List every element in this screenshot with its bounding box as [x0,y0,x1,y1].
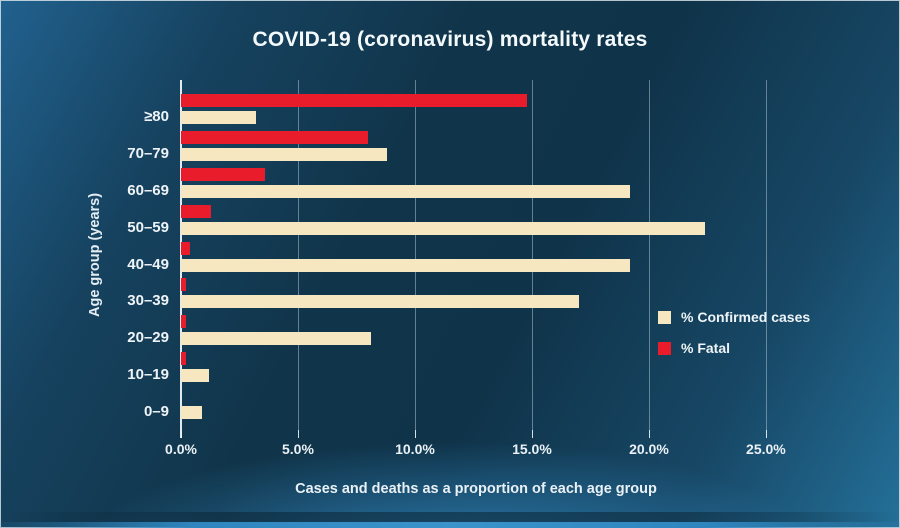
category-label: ≥80 [144,108,169,125]
legend: % Confirmed cases % Fatal [658,309,810,356]
plot-area: 0.0% 5.0% 10.0% 15.0% 20.0% 25.0% ≥80 70–79 60–6… [127,80,801,457]
bar-row: 0–9 [144,389,801,419]
x-tick-label: 10.0% [395,441,435,457]
x-axis-title: Cases and deaths as a proportion of each… [295,481,657,497]
x-tick-label: 15.0% [512,441,552,457]
category-label: 10–19 [127,366,169,384]
confirmed-bar [181,369,210,383]
category-label: 70–79 [127,144,169,162]
x-gridline [648,80,650,430]
x-gridline [765,80,767,430]
confirmed-bar [181,406,203,419]
x-tick [414,430,416,438]
category-label: 40–49 [127,255,169,273]
x-gridline [414,80,416,430]
bottom-accent-bar [0,522,900,528]
fatal-bar [181,130,369,144]
x-tick-label: 25.0% [746,441,786,457]
bar-row: 70–79 [127,130,801,161]
category-label: 60–69 [127,181,169,199]
legend-label: % Fatal [681,340,731,356]
bar-row: ≥80 [144,94,801,124]
bar-row: 10–19 [127,352,801,383]
confirmed-bar [181,295,579,309]
category-label: 20–29 [127,329,169,347]
confirmed-bar [181,221,706,235]
fatal-bar [181,352,186,366]
fatal-bar [181,94,528,107]
confirmed-bar [181,332,371,346]
fatal-bar [181,167,266,181]
category-label: 0–9 [143,403,169,420]
chart-title: COVID-19 (coronavirus) mortality rates [252,28,648,51]
x-tick-label: 0.0% [165,441,197,457]
category-label: 30–39 [127,292,169,310]
bar-row: 50–59 [127,204,801,235]
bottom-shade [0,512,900,522]
confirmed-bar [181,258,631,272]
x-tick-label: 20.0% [629,441,669,457]
x-tick-label: 5.0% [282,441,314,457]
bar-row: 20–29 [127,315,801,346]
x-gridline [531,80,533,430]
x-gridline [297,80,299,430]
x-tick [297,430,299,438]
fatal-bar [181,315,186,329]
fatal-bar [181,241,191,255]
legend-item: % Confirmed cases [658,309,810,325]
legend-label: % Confirmed cases [681,309,811,325]
x-tick [648,430,650,438]
fatal-bar [181,278,186,292]
confirmed-bar [181,147,387,161]
y-axis-title: Age group (years) [87,192,103,318]
x-tick [765,430,767,438]
confirmed-bar [181,184,631,198]
bar-row: 40–49 [127,241,801,272]
bar-row: 30–39 [127,278,801,309]
confirmed-bar [181,111,256,124]
legend-swatch [658,341,671,355]
x-tick [531,430,533,438]
category-label: 50–59 [127,218,169,236]
legend-swatch [658,310,671,324]
bar-rows: ≥80 70–79 60–69 50–59 40–49 30–39 20–29 10–19 0–… [127,80,801,430]
bar-row: 60–69 [127,167,801,198]
x-tick [181,430,182,438]
legend-item: % Fatal [658,340,810,356]
fatal-bar [181,204,212,218]
